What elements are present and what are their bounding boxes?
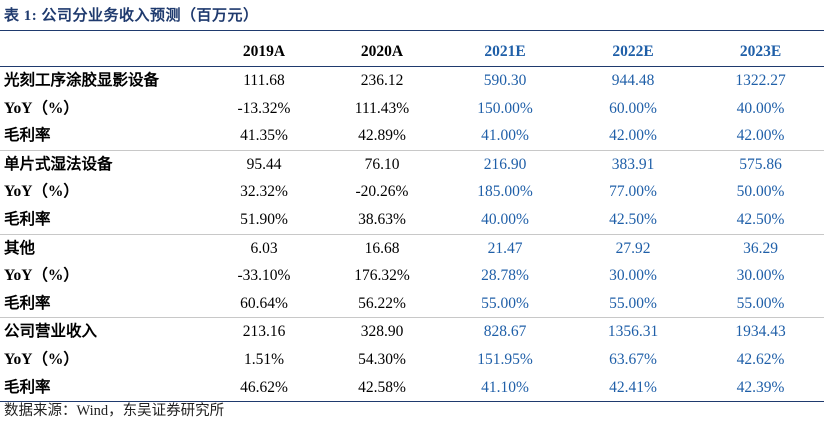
column-header-2020a: 2020A (360, 43, 404, 61)
cell-value: 30.00% (736, 267, 785, 285)
cell-value: 54.30% (358, 350, 406, 368)
cell-value: 21.47 (487, 239, 523, 257)
cell-value: 42.50% (609, 210, 657, 228)
column-header-label (0, 38, 205, 67)
cell-value: 575.86 (739, 155, 782, 173)
cell-value: 383.91 (611, 155, 655, 173)
column-header-2019a: 2019A (242, 43, 286, 61)
table-row: YoY（%） 32.32% -20.26% 185.00% 77.00% 50.… (0, 178, 824, 206)
cell-value: 42.89% (358, 127, 406, 145)
cell-value: 42.41% (609, 378, 657, 396)
cell-value: 176.32% (354, 267, 410, 285)
cell-value: 111.43% (354, 99, 410, 117)
row-label: YoY（%） (4, 267, 79, 285)
cell-value: 76.10 (364, 155, 400, 173)
cell-value: 42.50% (736, 210, 785, 228)
cell-value: 42.39% (736, 378, 785, 396)
cell-value: 41.35% (240, 127, 288, 145)
cell-value: 328.90 (360, 323, 404, 341)
cell-value: 40.00% (481, 210, 529, 228)
cell-value: -13.32% (237, 99, 291, 117)
table-row: 毛利率 46.62% 42.58% 41.10% 42.41% 42.39% (0, 374, 824, 402)
cell-value: 95.44 (246, 155, 282, 173)
cell-value: 63.67% (609, 350, 657, 368)
cell-value: 41.00% (481, 127, 529, 145)
table-row: 毛利率 51.90% 38.63% 40.00% 42.50% 42.50% (0, 206, 824, 235)
cell-value: 42.00% (609, 127, 657, 145)
header-row: 2019A 2020A 2021E 2022E 2023E (0, 38, 824, 67)
cell-value: 1356.31 (607, 323, 659, 341)
table-row: YoY（%） 1.51% 54.30% 151.95% 63.67% 42.62… (0, 346, 824, 374)
row-label: 毛利率 (4, 378, 51, 396)
cell-value: 6.03 (250, 239, 278, 257)
table-row: YoY（%） -33.10% 176.32% 28.78% 30.00% 30.… (0, 262, 824, 290)
cell-value: 16.68 (364, 239, 400, 257)
row-label: YoY（%） (4, 99, 79, 117)
row-label: 毛利率 (4, 294, 51, 312)
cell-value: 60.64% (240, 294, 288, 312)
cell-value: 28.78% (481, 267, 529, 285)
column-header-2023e: 2023E (739, 43, 782, 61)
table-row: 毛利率 60.64% 56.22% 55.00% 55.00% 55.00% (0, 290, 824, 318)
cell-value: 38.63% (358, 210, 406, 228)
cell-value: 27.92 (615, 239, 651, 257)
cell-value: 50.00% (736, 183, 785, 201)
cell-value: 185.00% (477, 183, 533, 201)
cell-value: 55.00% (609, 294, 657, 312)
cell-value: 828.67 (483, 323, 527, 341)
cell-value: 42.58% (358, 378, 406, 396)
cell-value: 56.22% (358, 294, 406, 312)
row-label: 公司营业收入 (4, 323, 98, 341)
revenue-forecast-table: 2019A 2020A 2021E 2022E 2023E 光刻工序涂胶显影设备… (0, 38, 824, 402)
cell-value: 77.00% (609, 183, 657, 201)
cell-value: 55.00% (736, 294, 785, 312)
cell-value: 36.29 (743, 239, 778, 257)
table-row: YoY（%） -13.32% 111.43% 150.00% 60.00% 40… (0, 95, 824, 123)
table-row: 其他 6.03 16.68 21.47 27.92 36.29 (0, 234, 824, 262)
cell-value: 111.68 (243, 72, 285, 89)
cell-value: 1322.27 (735, 72, 786, 89)
row-label: YoY（%） (4, 350, 79, 368)
cell-value: 51.90% (240, 210, 288, 228)
cell-value: 213.16 (242, 323, 286, 341)
cell-value: 42.62% (736, 350, 785, 368)
cell-value: -20.26% (355, 183, 409, 201)
cell-value: 32.32% (240, 183, 288, 201)
source-note: 数据来源：Wind，东吴证券研究所 (4, 403, 225, 419)
cell-value: 944.48 (611, 72, 655, 89)
cell-value: 590.30 (483, 72, 527, 89)
table-title: 表 1: 公司分业务收入预测（百万元） (4, 8, 259, 24)
cell-value: -33.10% (237, 267, 291, 285)
cell-value: 236.12 (360, 72, 404, 89)
row-label: 单片式湿法设备 (4, 155, 113, 173)
table-row: 公司营业收入 213.16 328.90 828.67 1356.31 1934… (0, 318, 824, 346)
cell-value: 1.51% (243, 350, 285, 368)
cell-value: 55.00% (481, 294, 529, 312)
row-label: 其他 (4, 239, 36, 257)
cell-value: 216.90 (483, 155, 527, 173)
cell-value: 30.00% (609, 267, 657, 285)
row-label: YoY（%） (4, 183, 79, 201)
cell-value: 41.10% (481, 378, 529, 396)
table-row: 光刻工序涂胶显影设备 111.68 236.12 590.30 944.48 1… (0, 67, 824, 95)
table-row: 毛利率 41.35% 42.89% 41.00% 42.00% 42.00% (0, 122, 824, 151)
row-label: 光刻工序涂胶显影设备 (4, 72, 160, 89)
row-label: 毛利率 (4, 127, 51, 145)
cell-value: 46.62% (240, 378, 288, 396)
cell-value: 42.00% (736, 127, 785, 145)
row-label: 毛利率 (4, 210, 51, 228)
table-row: 单片式湿法设备 95.44 76.10 216.90 383.91 575.86 (0, 150, 824, 178)
cell-value: 1934.43 (735, 323, 786, 341)
top-rule (0, 30, 824, 31)
column-header-2021e: 2021E (484, 43, 526, 61)
cell-value: 40.00% (736, 99, 785, 117)
cell-value: 150.00% (477, 99, 533, 117)
cell-value: 60.00% (609, 99, 657, 117)
column-header-2022e: 2022E (612, 43, 654, 61)
cell-value: 151.95% (477, 350, 533, 368)
